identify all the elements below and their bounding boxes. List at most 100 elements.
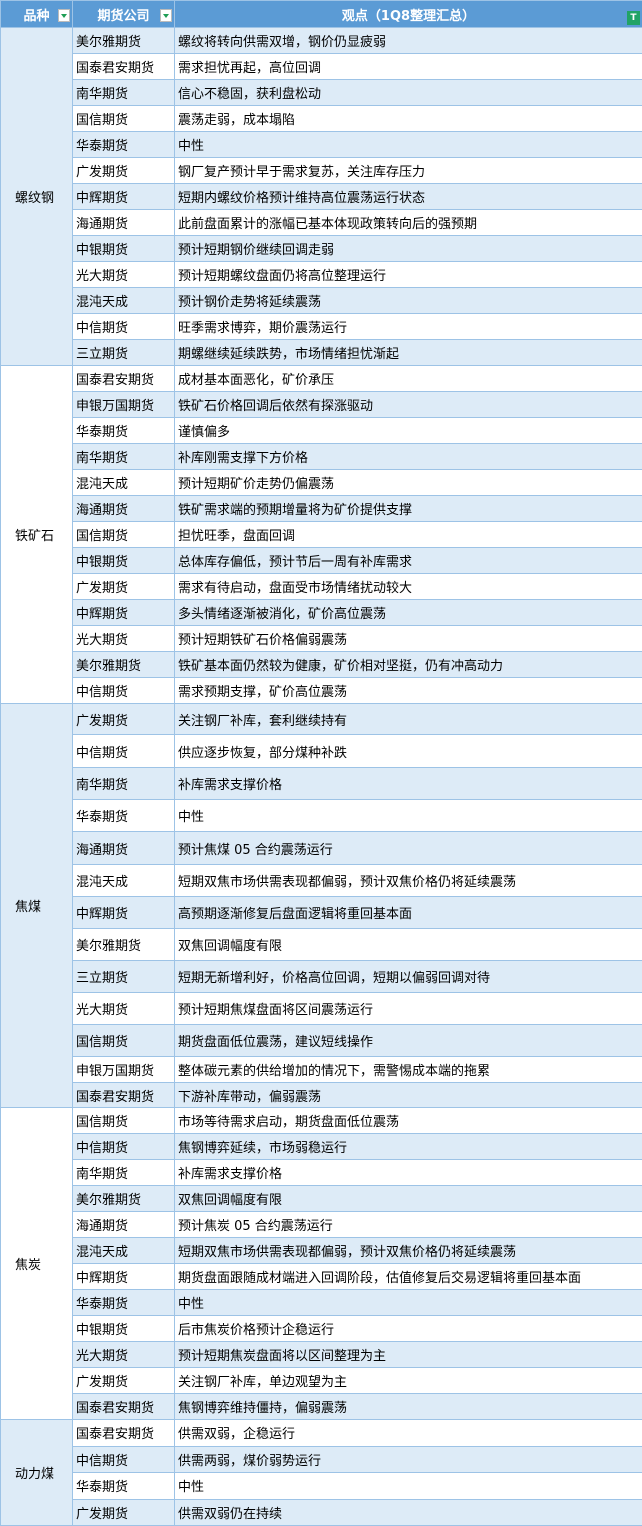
company-cell[interactable]: 混沌天成: [73, 470, 175, 496]
opinion-cell[interactable]: 需求有待启动，盘面受市场情绪扰动较大: [175, 574, 642, 600]
company-cell[interactable]: 中辉期货: [73, 897, 175, 929]
company-cell[interactable]: 华泰期货: [73, 132, 175, 158]
company-cell[interactable]: 国泰君安期货: [73, 1420, 175, 1447]
company-cell[interactable]: 广发期货: [73, 704, 175, 735]
opinion-cell[interactable]: 担忧旺季，盘面回调: [175, 522, 642, 548]
opinion-cell[interactable]: 中性: [175, 1473, 642, 1500]
opinion-cell[interactable]: 中性: [175, 800, 642, 832]
opinion-cell[interactable]: 期货盘面低位震荡，建议短线操作: [175, 1025, 642, 1057]
company-cell[interactable]: 中信期货: [73, 678, 175, 704]
company-cell[interactable]: 中银期货: [73, 236, 175, 262]
company-cell[interactable]: 中信期货: [73, 735, 175, 768]
opinion-cell[interactable]: 焦钢博弈延续，市场弱稳运行: [175, 1134, 642, 1160]
opinion-cell[interactable]: 此前盘面累计的涨幅已基本体现政策转向后的强预期: [175, 210, 642, 236]
company-cell[interactable]: 美尔雅期货: [73, 652, 175, 678]
company-cell[interactable]: 广发期货: [73, 574, 175, 600]
company-cell[interactable]: 海通期货: [73, 496, 175, 522]
company-cell[interactable]: 中辉期货: [73, 184, 175, 210]
company-cell[interactable]: 广发期货: [73, 1368, 175, 1394]
variety-cell[interactable]: 铁矿石: [1, 366, 73, 704]
company-cell[interactable]: 华泰期货: [73, 418, 175, 444]
company-cell[interactable]: 海通期货: [73, 832, 175, 865]
opinion-cell[interactable]: 预计短期螺纹盘面仍将高位整理运行: [175, 262, 642, 288]
opinion-cell[interactable]: 中性: [175, 132, 642, 158]
company-cell[interactable]: 广发期货: [73, 1499, 175, 1526]
company-cell[interactable]: 美尔雅期货: [73, 1186, 175, 1212]
company-cell[interactable]: 华泰期货: [73, 800, 175, 832]
company-cell[interactable]: 光大期货: [73, 1342, 175, 1368]
company-cell[interactable]: 海通期货: [73, 1212, 175, 1238]
company-cell[interactable]: 光大期货: [73, 993, 175, 1025]
company-cell[interactable]: 光大期货: [73, 262, 175, 288]
filter-active-icon[interactable]: T: [627, 11, 640, 25]
opinion-cell[interactable]: 铁矿基本面仍然较为健康，矿价相对坚挺，仍有冲高动力: [175, 652, 642, 678]
opinion-cell[interactable]: 供需双弱仍在持续: [175, 1499, 642, 1526]
opinion-cell[interactable]: 补库需求支撑价格: [175, 768, 642, 800]
company-cell[interactable]: 中银期货: [73, 548, 175, 574]
opinion-cell[interactable]: 短期双焦市场供需表现都偏弱，预计双焦价格仍将延续震荡: [175, 1238, 642, 1264]
opinion-cell[interactable]: 预计钢价走势将延续震荡: [175, 288, 642, 314]
opinion-cell[interactable]: 预计短期焦煤盘面将区间震荡运行: [175, 993, 642, 1025]
opinion-cell[interactable]: 高预期逐渐修复后盘面逻辑将重回基本面: [175, 897, 642, 929]
company-cell[interactable]: 国信期货: [73, 1108, 175, 1134]
company-cell[interactable]: 美尔雅期货: [73, 929, 175, 961]
opinion-cell[interactable]: 双焦回调幅度有限: [175, 1186, 642, 1212]
opinion-cell[interactable]: 铁矿需求端的预期增量将为矿价提供支撑: [175, 496, 642, 522]
company-cell[interactable]: 中信期货: [73, 1134, 175, 1160]
company-cell[interactable]: 南华期货: [73, 768, 175, 800]
filter-dropdown-icon[interactable]: [160, 9, 172, 22]
opinion-cell[interactable]: 整体碳元素的供给增加的情况下，需警惕成本端的拖累: [175, 1057, 642, 1083]
company-cell[interactable]: 混沌天成: [73, 288, 175, 314]
company-cell[interactable]: 国泰君安期货: [73, 1394, 175, 1420]
opinion-cell[interactable]: 关注钢厂补库，套利继续持有: [175, 704, 642, 735]
opinion-cell[interactable]: 补库需求支撑价格: [175, 1160, 642, 1186]
opinion-cell[interactable]: 钢厂复产预计早于需求复苏，关注库存压力: [175, 158, 642, 184]
opinion-cell[interactable]: 期货盘面跟随成材端进入回调阶段，估值修复后交易逻辑将重回基本面: [175, 1264, 642, 1290]
opinion-cell[interactable]: 短期无新增利好，价格高位回调，短期以偏弱回调对待: [175, 961, 642, 993]
company-cell[interactable]: 三立期货: [73, 961, 175, 993]
company-cell[interactable]: 中辉期货: [73, 1264, 175, 1290]
opinion-cell[interactable]: 总体库存偏低，预计节后一周有补库需求: [175, 548, 642, 574]
opinion-cell[interactable]: 预计短期矿价走势仍偏震荡: [175, 470, 642, 496]
variety-cell[interactable]: 螺纹钢: [1, 28, 73, 366]
company-cell[interactable]: 南华期货: [73, 80, 175, 106]
opinion-cell[interactable]: 供应逐步恢复，部分煤种补跌: [175, 735, 642, 768]
company-cell[interactable]: 混沌天成: [73, 865, 175, 897]
company-cell[interactable]: 三立期货: [73, 340, 175, 366]
company-cell[interactable]: 中辉期货: [73, 600, 175, 626]
company-cell[interactable]: 国信期货: [73, 522, 175, 548]
opinion-cell[interactable]: 预计焦炭 05 合约震荡运行: [175, 1212, 642, 1238]
opinion-cell[interactable]: 预计短期钢价继续回调走弱: [175, 236, 642, 262]
opinion-cell[interactable]: 预计短期焦炭盘面将以区间整理为主: [175, 1342, 642, 1368]
opinion-cell[interactable]: 焦钢博弈维持僵持，偏弱震荡: [175, 1394, 642, 1420]
opinion-cell[interactable]: 铁矿石价格回调后依然有探涨驱动: [175, 392, 642, 418]
opinion-cell[interactable]: 供需两弱，煤价弱势运行: [175, 1446, 642, 1473]
company-cell[interactable]: 混沌天成: [73, 1238, 175, 1264]
company-cell[interactable]: 国信期货: [73, 106, 175, 132]
variety-cell[interactable]: 焦煤: [1, 704, 73, 1108]
opinion-cell[interactable]: 短期双焦市场供需表现都偏弱，预计双焦价格仍将延续震荡: [175, 865, 642, 897]
opinion-cell[interactable]: 期螺继续延续跌势，市场情绪担忧渐起: [175, 340, 642, 366]
opinion-cell[interactable]: 谨慎偏多: [175, 418, 642, 444]
opinion-cell[interactable]: 信心不稳固，获利盘松动: [175, 80, 642, 106]
opinion-cell[interactable]: 螺纹将转向供需双增，钢价仍显疲弱: [175, 28, 642, 54]
company-cell[interactable]: 广发期货: [73, 158, 175, 184]
company-cell[interactable]: 中信期货: [73, 1446, 175, 1473]
opinion-cell[interactable]: 成材基本面恶化，矿价承压: [175, 366, 642, 392]
company-cell[interactable]: 华泰期货: [73, 1290, 175, 1316]
opinion-cell[interactable]: 关注钢厂补库，单边观望为主: [175, 1368, 642, 1394]
opinion-cell[interactable]: 市场等待需求启动，期货盘面低位震荡: [175, 1108, 642, 1134]
opinion-cell[interactable]: 预计短期铁矿石价格偏弱震荡: [175, 626, 642, 652]
company-cell[interactable]: 申银万国期货: [73, 1057, 175, 1083]
opinion-cell[interactable]: 震荡走弱，成本塌陷: [175, 106, 642, 132]
company-cell[interactable]: 国信期货: [73, 1025, 175, 1057]
opinion-cell[interactable]: 多头情绪逐渐被消化，矿价高位震荡: [175, 600, 642, 626]
company-cell[interactable]: 华泰期货: [73, 1473, 175, 1500]
opinion-cell[interactable]: 需求担忧再起，高位回调: [175, 54, 642, 80]
variety-cell[interactable]: 动力煤: [1, 1420, 73, 1526]
opinion-cell[interactable]: 预计焦煤 05 合约震荡运行: [175, 832, 642, 865]
opinion-cell[interactable]: 后市焦炭价格预计企稳运行: [175, 1316, 642, 1342]
opinion-cell[interactable]: 供需双弱，企稳运行: [175, 1420, 642, 1447]
company-cell[interactable]: 海通期货: [73, 210, 175, 236]
opinion-cell[interactable]: 旺季需求博弈，期价震荡运行: [175, 314, 642, 340]
